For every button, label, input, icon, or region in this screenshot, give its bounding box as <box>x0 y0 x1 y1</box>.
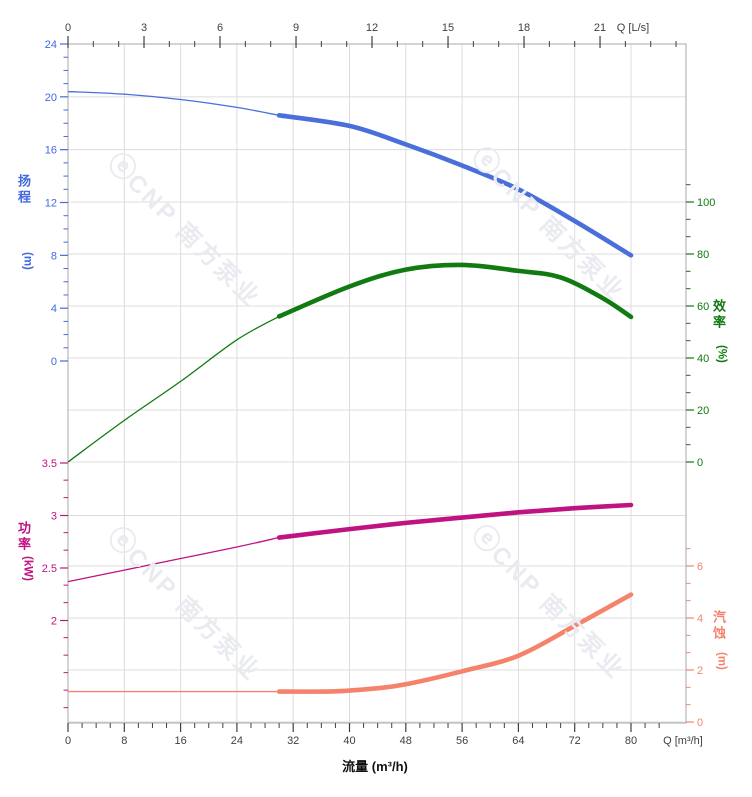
tick-label: 3 <box>51 511 57 523</box>
tick-label: 64 <box>512 735 524 747</box>
efficiency-axis-title: 效率 <box>711 299 726 331</box>
tick-label: 0 <box>65 22 71 34</box>
curve-efficiency-thin <box>67 315 280 463</box>
head-axis-unit: (m) <box>21 252 34 270</box>
tick-label: 16 <box>174 735 186 747</box>
flow-axis-title: 流量 (m³/h) <box>342 759 408 774</box>
tick-label: 16 <box>45 145 57 157</box>
npsh-axis-title: 汽蚀 <box>711 610 726 642</box>
curve-power <box>276 502 634 540</box>
tick-label: 100 <box>697 197 715 209</box>
tick-label: Q [m³/h] <box>663 735 703 747</box>
npsh-axis-unit: (m) <box>715 652 728 670</box>
tick-label: 20 <box>697 405 709 417</box>
tick-label: 72 <box>569 735 581 747</box>
tick-label: 8 <box>121 735 127 747</box>
tick-label: 2.5 <box>42 563 57 575</box>
tick-label: 12 <box>45 198 57 210</box>
tick-label: 12 <box>366 22 378 34</box>
tick-label: 8 <box>51 250 57 262</box>
tick-label: 18 <box>518 22 530 34</box>
power-axis-unit: (kW) <box>21 556 34 581</box>
tick-label: 48 <box>400 735 412 747</box>
head-axis-title: 扬程 <box>16 174 31 206</box>
tick-label: 2 <box>697 665 703 677</box>
curve-power-thin <box>67 536 280 583</box>
power-axis-title: 功率 <box>16 521 31 553</box>
tick-label: 80 <box>625 735 637 747</box>
curve-efficiency <box>276 262 634 320</box>
tick-label: 32 <box>287 735 299 747</box>
tick-label: 4 <box>697 613 703 625</box>
tick-label: 80 <box>697 249 709 261</box>
tick-label: 0 <box>65 735 71 747</box>
tick-label: 3.5 <box>42 458 57 470</box>
tick-label: 15 <box>442 22 454 34</box>
tick-label: 60 <box>697 301 709 313</box>
tick-label: 20 <box>45 92 57 104</box>
tick-label: 0 <box>697 457 703 469</box>
tick-label: 9 <box>293 22 299 34</box>
tick-label: 3 <box>141 22 147 34</box>
tick-label: 24 <box>231 735 243 747</box>
tick-label: 4 <box>51 303 57 315</box>
curve-head-thin <box>67 90 280 116</box>
plot-frame <box>67 43 687 724</box>
tick-label: 21 <box>594 22 606 34</box>
efficiency-axis-unit: (%) <box>715 345 728 363</box>
tick-label: 40 <box>697 353 709 365</box>
tick-label: 56 <box>456 735 468 747</box>
tick-label: 6 <box>217 22 223 34</box>
curve-head <box>276 113 634 258</box>
tick-label: 0 <box>51 356 57 368</box>
tick-label: 2 <box>51 616 57 628</box>
tick-label: Q [L/s] <box>617 22 649 34</box>
tick-label: 6 <box>697 561 703 573</box>
curve-npsh <box>276 592 634 694</box>
tick-label: 40 <box>343 735 355 747</box>
tick-label: 24 <box>45 39 57 51</box>
tick-label: 0 <box>697 717 703 729</box>
